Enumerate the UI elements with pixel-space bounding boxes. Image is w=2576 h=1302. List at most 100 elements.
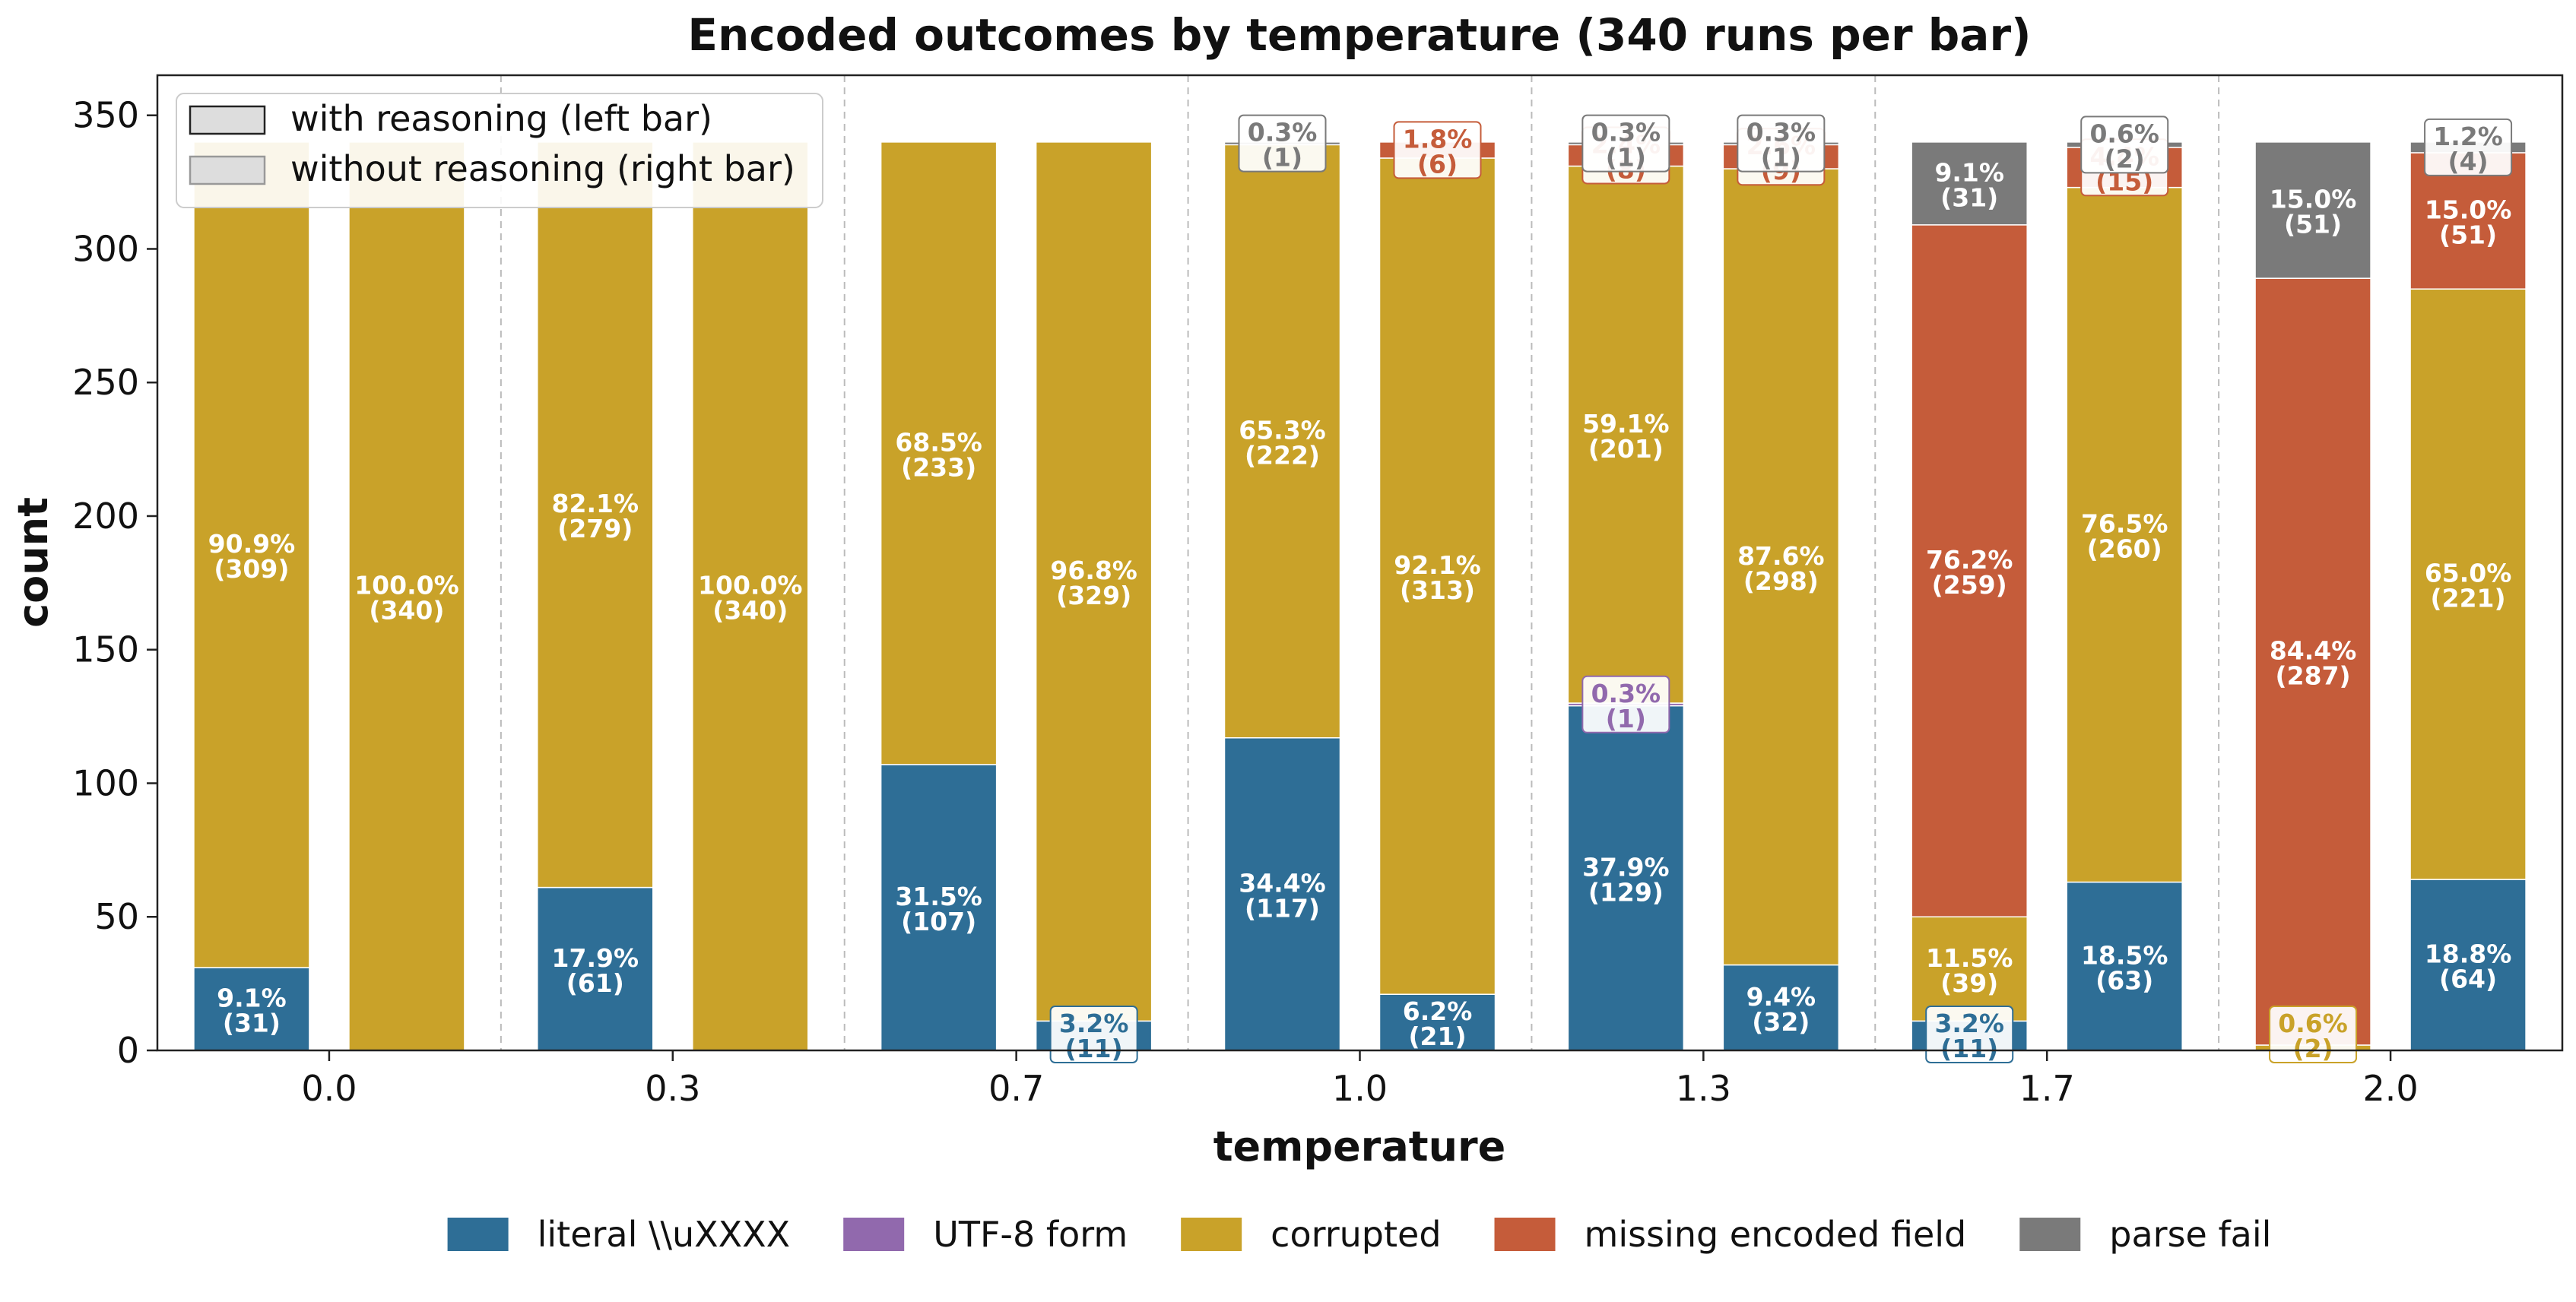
x-axis: 0.0 0.3 0.7 1.0 1.3 1.7 2.0 xyxy=(301,1050,2419,1109)
bar-segment xyxy=(2254,277,2371,1046)
segment-label-count: (63) xyxy=(2095,965,2153,995)
legend-bar-variants: with reasoning (left bar) without reasoni… xyxy=(176,93,823,208)
segment-label-count: (260) xyxy=(2087,534,2162,564)
segment-label-percent: 9.1% xyxy=(1934,157,2004,187)
segment-label-box xyxy=(2269,1006,2358,1063)
segment-label-percent: 0.6% xyxy=(2089,119,2159,148)
y-tick-label: 50 xyxy=(94,896,139,937)
legend-swatch xyxy=(843,1218,905,1251)
segment-label-count: (64) xyxy=(2439,965,2497,994)
segment-label-count: (129) xyxy=(1588,877,1664,907)
segment-label-count: (21) xyxy=(1408,1022,1466,1051)
segment-label-box xyxy=(2424,118,2513,176)
legend-frame xyxy=(176,93,823,208)
segment-label-box xyxy=(1925,1006,2014,1063)
bar-segment xyxy=(2409,879,2527,1051)
segment-label-percent: 31.5% xyxy=(895,882,982,911)
segment-label-percent: 34.4% xyxy=(1239,868,1326,898)
segment-label-count: (6) xyxy=(1417,149,1458,179)
segment-label-count: (39) xyxy=(1940,968,1998,998)
y-tick-label: 350 xyxy=(72,95,139,136)
segment-label-percent: 15.0% xyxy=(2270,185,2357,214)
bar-segment xyxy=(193,967,310,1051)
segment-label-count: (259) xyxy=(1932,570,2007,600)
legend-label: UTF-8 form xyxy=(933,1214,1128,1255)
bar-segment xyxy=(1035,141,1153,1022)
segment-label-count: (32) xyxy=(1752,1007,1810,1037)
x-tick-label: 0.3 xyxy=(645,1068,700,1109)
segment-label-percent: 0.3% xyxy=(1591,118,1661,147)
bars xyxy=(193,141,2527,1051)
segment-label-count: (309) xyxy=(214,554,289,584)
segment-label-percent: 87.6% xyxy=(1737,541,1825,571)
y-tick-label: 0 xyxy=(117,1030,139,1071)
segment-label-percent: 1.2% xyxy=(2433,122,2503,151)
segment-label-percent: 17.9% xyxy=(552,943,639,973)
segment-label-count: (2) xyxy=(2105,144,2145,173)
segment-label-percent: 18.5% xyxy=(2081,940,2168,970)
legend-label: missing encoded field xyxy=(1585,1214,1967,1255)
bar-segment xyxy=(2066,881,2183,1051)
segment-label-box xyxy=(1238,114,1327,173)
segment-label-percent: 100.0% xyxy=(354,570,458,600)
segment-label-percent: 96.8% xyxy=(1050,556,1137,585)
legend-label: with reasoning (left bar) xyxy=(290,98,712,139)
segment-label-count: (1) xyxy=(1262,143,1302,173)
segment-label-percent: 3.2% xyxy=(1934,1009,2004,1038)
bar-segment xyxy=(880,764,998,1051)
segment-label-percent: 9.1% xyxy=(217,984,287,1013)
segment-label-count: (4) xyxy=(2448,147,2489,176)
segment-label-percent: 1.8% xyxy=(1403,124,1473,154)
segment-label-count: (298) xyxy=(1743,566,1819,596)
segment-label-count: (31) xyxy=(223,1009,281,1038)
y-axis-title: count xyxy=(9,497,57,628)
legend-swatch xyxy=(189,105,266,135)
segment-label-count: (11) xyxy=(1940,1034,1998,1063)
segment-label-percent: 84.4% xyxy=(2270,636,2357,666)
segment-label-percent: 92.1% xyxy=(1394,550,1481,580)
segment-label-percent: 90.9% xyxy=(208,529,296,559)
segment-label-count: (2) xyxy=(2293,1034,2333,1063)
segment-label-percent: 18.8% xyxy=(2425,939,2512,969)
segment-label-count: (313) xyxy=(1400,575,1475,605)
segment-label-percent: 82.1% xyxy=(552,489,639,518)
bar-segment xyxy=(1378,157,1496,995)
segment-label-count: (1) xyxy=(1761,143,1801,173)
segment-label-count: (222) xyxy=(1245,441,1320,470)
segment-label-percent: 6.2% xyxy=(1403,996,1473,1026)
bar-segment xyxy=(1378,993,1496,1051)
segment-label-box xyxy=(1049,1006,1138,1063)
legend-swatch xyxy=(189,155,266,185)
y-tick-label: 300 xyxy=(72,228,139,269)
segment-label-box xyxy=(1393,121,1482,179)
segment-labels: 9.1%(31)90.9%(309)17.9%(61)82.1%(279)31.… xyxy=(208,114,2513,1063)
segment-label-percent: 0.3% xyxy=(1746,118,1816,147)
bar-segment xyxy=(692,141,809,1051)
segment-label-percent: 37.9% xyxy=(1582,852,1670,882)
bar-segment xyxy=(2254,141,2371,279)
segment-label-percent: 15.0% xyxy=(2425,195,2512,225)
segment-label-count: (340) xyxy=(369,595,444,625)
x-axis-title: temperature xyxy=(1213,1123,1506,1171)
legend-swatch xyxy=(1494,1218,1556,1251)
segment-label-percent: 9.4% xyxy=(1746,982,1816,1012)
legend-label: corrupted xyxy=(1271,1214,1441,1255)
bar-segment xyxy=(1911,141,2028,226)
legend-swatch xyxy=(2019,1218,2081,1251)
bar-segment xyxy=(880,141,998,765)
bar-segment xyxy=(2066,186,2183,883)
plot-frame xyxy=(156,74,2564,1052)
y-tick-label: 150 xyxy=(72,629,139,670)
segment-label-count: (117) xyxy=(1245,893,1320,923)
segment-label-percent: 0.3% xyxy=(1591,679,1661,708)
segment-label-count: (201) xyxy=(1588,434,1664,464)
segment-label-percent: 11.5% xyxy=(1926,943,2013,973)
segment-label-percent: 68.5% xyxy=(895,427,982,457)
bar-segment xyxy=(1911,916,2028,1022)
x-tick-label: 1.3 xyxy=(1676,1068,1731,1109)
segment-label-percent: 0.3% xyxy=(1248,118,1318,147)
segment-label-count: (51) xyxy=(2439,220,2497,250)
segment-label-count: (279) xyxy=(557,514,633,543)
y-tick-label: 250 xyxy=(72,362,139,403)
